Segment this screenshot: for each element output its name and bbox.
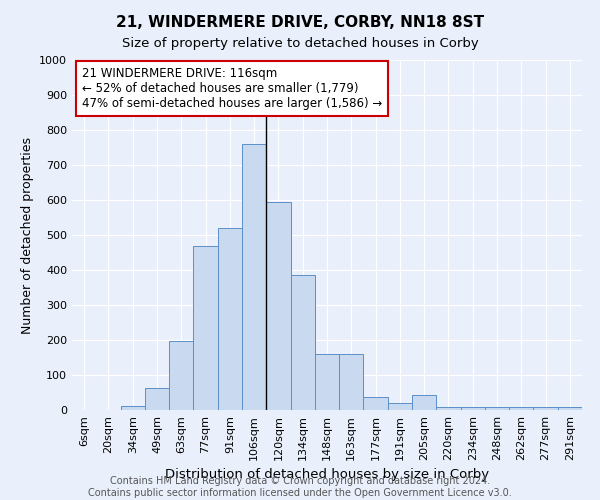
Bar xyxy=(193,246,218,410)
Bar xyxy=(412,396,436,410)
Y-axis label: Number of detached properties: Number of detached properties xyxy=(20,136,34,334)
Bar xyxy=(485,407,509,410)
Bar xyxy=(388,403,412,410)
Bar xyxy=(242,144,266,410)
Bar xyxy=(509,407,533,410)
Bar xyxy=(364,396,388,410)
Bar xyxy=(461,407,485,410)
Bar xyxy=(145,388,169,410)
Text: Contains HM Land Registry data © Crown copyright and database right 2024.
Contai: Contains HM Land Registry data © Crown c… xyxy=(88,476,512,498)
Bar xyxy=(266,202,290,410)
Bar xyxy=(558,407,582,410)
Bar xyxy=(121,406,145,410)
Bar xyxy=(315,354,339,410)
X-axis label: Distribution of detached houses by size in Corby: Distribution of detached houses by size … xyxy=(165,468,489,481)
Bar xyxy=(339,354,364,410)
Text: 21 WINDERMERE DRIVE: 116sqm
← 52% of detached houses are smaller (1,779)
47% of : 21 WINDERMERE DRIVE: 116sqm ← 52% of det… xyxy=(82,67,382,110)
Bar xyxy=(169,341,193,410)
Text: 21, WINDERMERE DRIVE, CORBY, NN18 8ST: 21, WINDERMERE DRIVE, CORBY, NN18 8ST xyxy=(116,15,484,30)
Bar xyxy=(218,228,242,410)
Bar xyxy=(290,275,315,410)
Text: Size of property relative to detached houses in Corby: Size of property relative to detached ho… xyxy=(122,38,478,51)
Bar xyxy=(533,407,558,410)
Bar xyxy=(436,407,461,410)
